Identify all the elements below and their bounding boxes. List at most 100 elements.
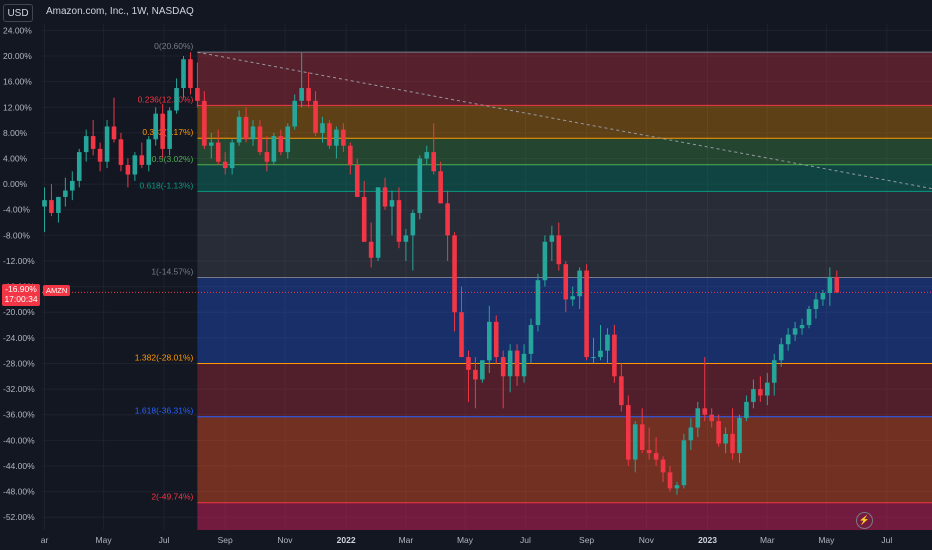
candle-body	[549, 235, 555, 242]
candle-body	[97, 148, 103, 162]
x-tick-label: May	[818, 535, 835, 545]
candle-body	[174, 88, 179, 111]
y-tick-label: 12.00%	[3, 102, 32, 112]
candle-body	[229, 142, 235, 169]
candle-body	[619, 376, 624, 406]
candle-body	[111, 126, 117, 140]
candle-body	[417, 158, 423, 213]
y-tick-label: 8.00%	[3, 128, 28, 138]
candle-body	[334, 129, 339, 146]
candle-body	[76, 152, 82, 181]
candle-body	[500, 357, 506, 377]
candle-body	[723, 433, 728, 444]
candle-body	[56, 196, 61, 213]
fib-band	[197, 105, 932, 139]
candle-body	[646, 449, 652, 454]
candle-body	[181, 59, 186, 89]
candle-body	[473, 369, 478, 380]
y-tick-label: -8.00%	[3, 230, 30, 240]
candle-body	[209, 142, 214, 146]
candle-body	[195, 88, 200, 101]
candle-body	[688, 427, 694, 441]
candle-body	[466, 357, 471, 370]
fib-level-label: 0(20.60%)	[154, 41, 193, 51]
y-tick-label: 16.00%	[3, 77, 32, 87]
candle-body	[612, 334, 617, 377]
candle-body	[598, 350, 603, 358]
y-tick-label: -32.00%	[3, 384, 35, 394]
trend-line	[197, 51, 932, 190]
x-tick-label: Jul	[881, 535, 892, 545]
x-tick-label: 2022	[337, 535, 356, 545]
candle-body	[778, 344, 784, 361]
x-tick-label: May	[96, 535, 113, 545]
fib-level-label: 2(-49.74%)	[151, 492, 193, 502]
y-tick-label: 4.00%	[3, 154, 28, 164]
fib-band	[197, 363, 932, 417]
candle-body	[410, 212, 416, 236]
fib-level-label: 0.618(-1.13%)	[140, 180, 194, 190]
candle-body	[632, 424, 638, 460]
x-tick-label: Jul	[520, 535, 531, 545]
candle-body	[202, 100, 207, 146]
candle-body	[264, 152, 270, 162]
y-tick-label: -52.00%	[3, 512, 35, 522]
fib-level-label: 1(-14.57%)	[151, 266, 193, 276]
candle-body	[584, 270, 589, 358]
symbol-tag: AMZN	[43, 285, 71, 296]
candle-body	[118, 139, 124, 165]
x-tick-label: 2023	[698, 535, 717, 545]
fib-band	[197, 416, 932, 503]
candle-body	[556, 235, 562, 265]
candle-body	[639, 424, 645, 450]
candle-body	[341, 129, 346, 146]
candle-body	[125, 164, 131, 175]
lightning-icon[interactable]: ⚡	[856, 512, 873, 529]
candle-body	[507, 350, 513, 377]
candle-body	[42, 200, 47, 207]
candle-body	[278, 136, 284, 153]
candle-body	[452, 235, 457, 313]
x-tick-label: Sep	[218, 535, 233, 545]
candle-body	[243, 116, 249, 140]
candle-body	[306, 88, 311, 101]
y-tick-label: -40.00%	[3, 435, 35, 445]
candle-body	[167, 110, 172, 149]
y-tick-label: -36.00%	[3, 410, 35, 420]
candle-body	[514, 350, 520, 377]
candle-body	[83, 136, 89, 153]
candle-body	[313, 100, 318, 133]
candle-body	[521, 353, 527, 377]
candle-body	[771, 360, 777, 383]
fib-band	[197, 138, 932, 165]
candle-body	[827, 277, 833, 294]
y-tick-label: -48.00%	[3, 487, 35, 497]
candle-body	[730, 433, 735, 454]
current-price-tag: -16.90% 17:00:34	[2, 284, 40, 306]
fib-band	[197, 164, 932, 192]
candle-body	[63, 190, 68, 197]
candle-body	[695, 408, 701, 428]
candle-body	[542, 241, 548, 281]
candle-body	[250, 126, 256, 140]
bar-countdown: 17:00:34	[4, 294, 38, 304]
y-tick-label: 0.00%	[3, 179, 28, 189]
fib-level-label: 1.382(-28.01%)	[135, 353, 194, 363]
candle-body	[535, 280, 541, 326]
candle-body	[403, 235, 409, 242]
candle-body	[348, 145, 353, 165]
candle-body	[299, 88, 304, 101]
candle-body	[792, 328, 798, 335]
y-tick-label: -20.00%	[3, 307, 35, 317]
currency-button[interactable]: USD	[3, 4, 33, 22]
candle-body	[570, 296, 575, 300]
candle-body	[758, 389, 763, 396]
candle-body	[327, 123, 332, 146]
candle-body	[487, 321, 492, 361]
y-tick-label: -24.00%	[3, 333, 35, 343]
candle-body	[438, 171, 443, 204]
candle-body	[424, 152, 430, 159]
candle-body	[236, 116, 242, 143]
fib-band	[197, 191, 932, 278]
